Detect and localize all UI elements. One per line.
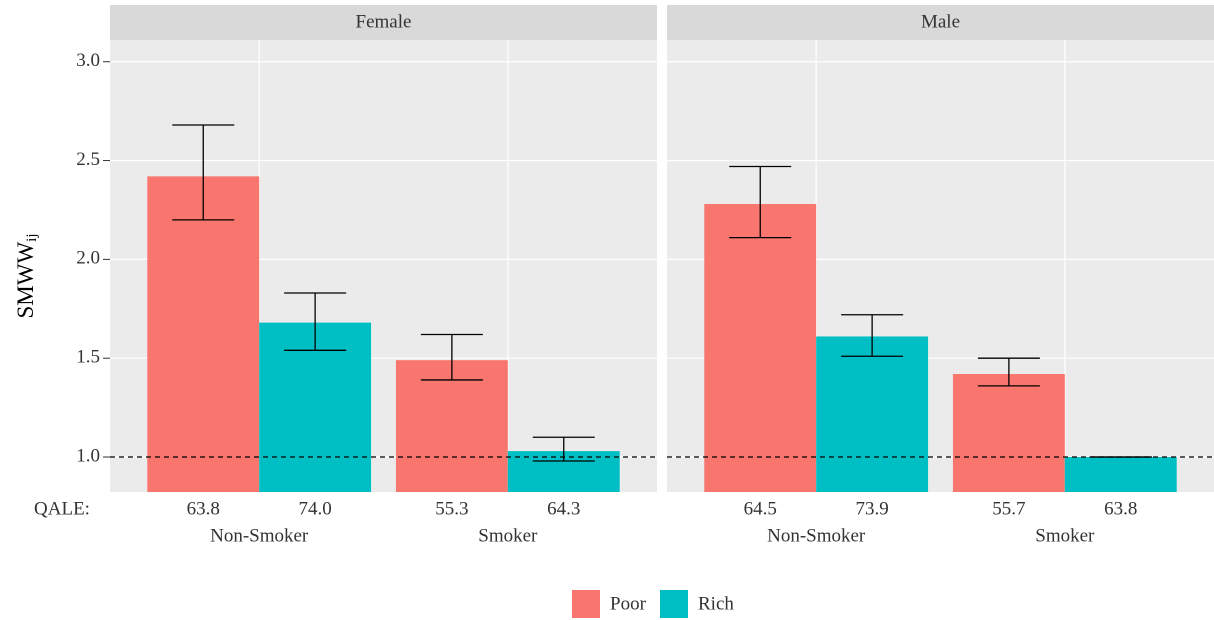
- y-tick-label: 2.5: [76, 149, 100, 170]
- qale-label: 55.7: [992, 498, 1025, 519]
- qale-label: 63.8: [1104, 498, 1137, 519]
- y-tick-label: 1.5: [76, 347, 100, 368]
- legend-swatch: [660, 590, 688, 618]
- panel-title: Female: [356, 11, 412, 32]
- qale-label: 73.9: [856, 498, 889, 519]
- qale-label: 74.0: [299, 498, 332, 519]
- y-tick-label: 1.0: [76, 445, 100, 466]
- y-tick-label: 2.0: [76, 248, 100, 269]
- qale-label: 64.3: [547, 498, 580, 519]
- bar: [816, 336, 929, 492]
- y-axis-label-sub: ij: [24, 233, 40, 241]
- qale-label: 55.3: [435, 498, 468, 519]
- y-axis-label-main: SMWW: [13, 242, 38, 319]
- x-tick-label: Non-Smoker: [210, 525, 309, 546]
- y-axis-label: SMWWij: [13, 233, 40, 318]
- bar: [1064, 457, 1177, 492]
- qale-label: 63.8: [187, 498, 220, 519]
- bar: [704, 204, 817, 492]
- panel-title: Male: [921, 11, 960, 32]
- strip: [667, 5, 1214, 40]
- x-tick-label: Smoker: [478, 525, 538, 546]
- legend-label: Poor: [610, 593, 647, 614]
- legend-swatch: [572, 590, 600, 618]
- x-tick-label: Smoker: [1035, 525, 1095, 546]
- row-label: QALE:: [34, 498, 90, 519]
- bar: [147, 176, 260, 492]
- bar: [395, 360, 508, 492]
- qale-label: 64.5: [744, 498, 777, 519]
- strip: [110, 5, 657, 40]
- y-tick-label: 3.0: [76, 50, 100, 71]
- bar: [952, 374, 1065, 492]
- legend-label: Rich: [698, 593, 734, 614]
- x-tick-label: Non-Smoker: [767, 525, 866, 546]
